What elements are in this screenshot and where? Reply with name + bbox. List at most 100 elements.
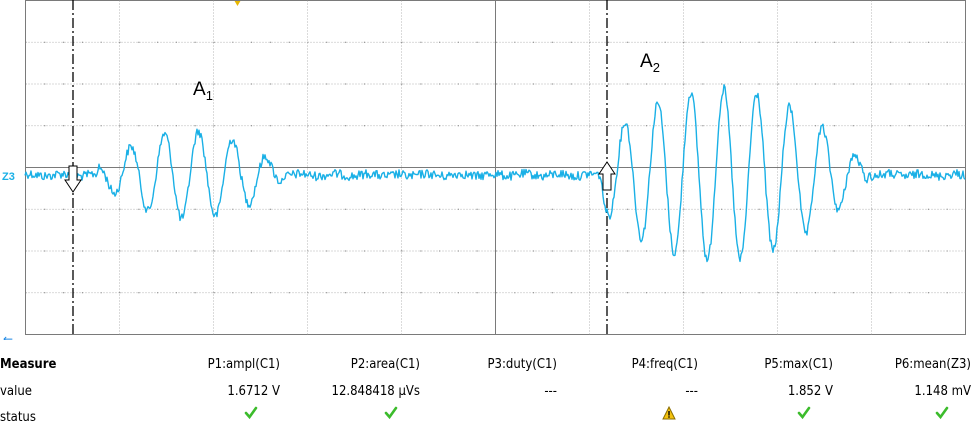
grid-minor-tick [138, 167, 140, 168]
grid-minor-tick [119, 292, 121, 294]
grid-minor-tick [758, 208, 760, 210]
grid-minor-tick [833, 208, 835, 210]
cursor-2-up-arrow-icon[interactable] [598, 161, 616, 191]
grid-minor-tick [213, 250, 215, 252]
grid-minor-tick [645, 250, 647, 252]
oscilloscope-display: Z3 A1 A2 ← [2, 0, 966, 340]
grid-minor-tick [119, 125, 121, 127]
grid-minor-tick [702, 83, 704, 85]
grid-minor-tick [476, 250, 478, 252]
scroll-left-arrow-icon[interactable]: ← [3, 332, 13, 340]
grid-minor-tick [345, 41, 347, 43]
grid-minor-tick [890, 83, 892, 85]
trigger-marker-icon [234, 0, 241, 6]
grid-minor-tick [119, 208, 121, 210]
grid-minor-tick [345, 208, 347, 210]
grid-minor-tick [608, 292, 610, 294]
grid-minor-tick [232, 250, 234, 252]
grid-minor-tick [946, 41, 948, 43]
grid-minor-tick [345, 292, 347, 294]
grid-minor-tick [363, 208, 365, 210]
grid-minor-tick [25, 292, 27, 294]
grid-minor-tick [269, 167, 271, 168]
grid-minor-tick [683, 292, 685, 294]
grid-minor-tick [44, 250, 46, 252]
grid-minor-tick [890, 41, 892, 43]
annotation-a1: A1 [193, 79, 213, 103]
grid-minor-tick [326, 208, 328, 210]
grid-minor-tick [232, 167, 234, 168]
grid-minor-tick [307, 125, 309, 127]
grid-minor-tick [100, 41, 102, 43]
grid-minor-tick [213, 125, 215, 127]
grid-minor-tick [81, 41, 83, 43]
graticule [25, 0, 966, 335]
grid-minor-tick [551, 292, 553, 294]
grid-minor-tick [175, 250, 177, 252]
grid-minor-tick [852, 250, 854, 252]
grid-minor-tick [758, 125, 760, 127]
grid-minor-tick [815, 292, 817, 294]
grid-minor-tick [232, 208, 234, 210]
grid-minor-tick [269, 83, 271, 85]
grid-minor-tick [514, 167, 516, 168]
grid-minor-tick [664, 292, 666, 294]
grid-minor-tick [645, 41, 647, 43]
grid-minor-tick [871, 125, 873, 127]
grid-minor-tick [721, 292, 723, 294]
grid-minor-tick [420, 167, 422, 168]
grid-minor-tick [852, 83, 854, 85]
grid-minor-tick [457, 250, 459, 252]
grid-minor-tick [213, 167, 215, 168]
cursor-1-down-arrow-icon[interactable] [64, 165, 82, 193]
grid-minor-tick [627, 208, 629, 210]
grid-minor-tick [852, 167, 854, 168]
grid-minor-tick [739, 250, 741, 252]
grid-minor-tick [833, 41, 835, 43]
grid-minor-tick [100, 292, 102, 294]
grid-minor-tick [401, 250, 403, 252]
grid-minor-tick [589, 250, 591, 252]
grid-minor-tick [702, 208, 704, 210]
grid-minor-tick [119, 167, 121, 168]
grid-minor-tick [81, 83, 83, 85]
grid-minor-tick [420, 41, 422, 43]
grid-minor-tick [570, 208, 572, 210]
grid-minor-tick [946, 250, 948, 252]
grid-minor-tick [721, 83, 723, 85]
grid-minor-tick [345, 167, 347, 168]
grid-minor-tick [890, 167, 892, 168]
grid-minor-tick [758, 292, 760, 294]
waveform-trace [24, 84, 966, 263]
grid-minor-tick [213, 41, 215, 43]
grid-minor-tick [363, 250, 365, 252]
grid-minor-tick [439, 125, 441, 127]
grid-minor-tick [439, 292, 441, 294]
grid-minor-tick [420, 250, 422, 252]
grid-minor-tick [326, 250, 328, 252]
grid-minor-tick [514, 125, 516, 127]
grid-minor-tick [457, 41, 459, 43]
grid-minor-tick [401, 208, 403, 210]
grid-minor-tick [476, 167, 478, 168]
grid-minor-tick [44, 41, 46, 43]
grid-minor-tick [326, 292, 328, 294]
grid-minor-tick [401, 292, 403, 294]
grid-minor-tick [890, 125, 892, 127]
grid-minor-tick [175, 125, 177, 127]
grid-minor-tick [890, 208, 892, 210]
grid-minor-tick [533, 208, 535, 210]
grid-minor-tick [608, 250, 610, 252]
grid-minor-tick [307, 167, 309, 168]
grid-minor-tick [796, 208, 798, 210]
grid-minor-tick [608, 208, 610, 210]
grid-minor-tick [777, 250, 779, 252]
grid-minor-tick [288, 208, 290, 210]
grid-minor-tick [100, 167, 102, 168]
grid-minor-tick [551, 41, 553, 43]
status-ok-check-icon [244, 406, 258, 424]
grid-minor-tick [721, 208, 723, 210]
grid-minor-tick [251, 250, 253, 252]
grid-minor-tick [345, 250, 347, 252]
grid-minor-tick [457, 125, 459, 127]
